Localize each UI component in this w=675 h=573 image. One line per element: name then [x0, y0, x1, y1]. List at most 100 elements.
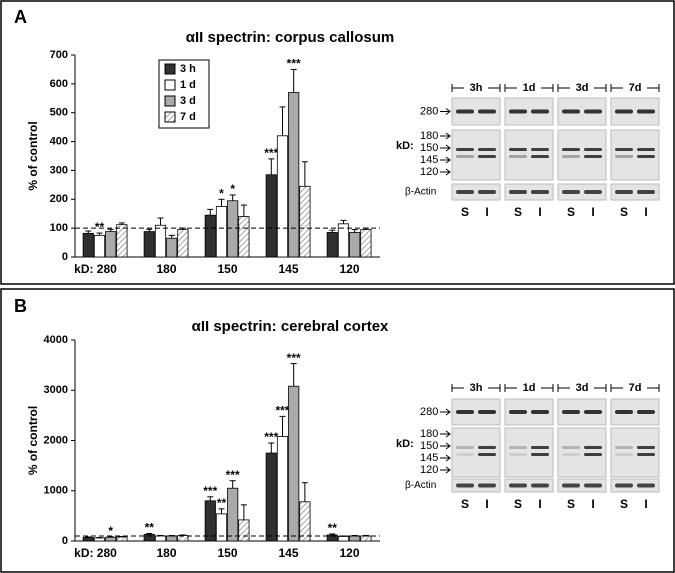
chart-title: αII spectrin: corpus callosum — [186, 29, 394, 46]
legend-label: 1 d — [180, 79, 196, 91]
significance: *** — [287, 57, 301, 71]
band — [509, 446, 527, 449]
marker-label: 180 — [420, 428, 438, 440]
timepoint-label: 7d — [629, 82, 642, 94]
bar — [154, 224, 167, 258]
band — [531, 483, 549, 488]
bar — [166, 237, 178, 258]
lane-label: I — [485, 205, 488, 219]
label-bg — [464, 81, 488, 95]
label-bg — [623, 381, 647, 395]
y-tick-label: 0 — [62, 535, 68, 547]
timepoint-label: 3d — [576, 382, 589, 394]
significance: ** — [145, 521, 155, 535]
band — [509, 190, 527, 194]
lane-label: I — [644, 497, 647, 511]
x-tick-label: 180 — [156, 546, 176, 560]
actin-label: β-Actin — [405, 480, 436, 491]
blot-strip — [504, 478, 554, 493]
lane-label: S — [461, 497, 469, 511]
label-bg — [570, 381, 594, 395]
lane-label: S — [567, 497, 575, 511]
band — [478, 446, 496, 449]
bar — [276, 436, 289, 542]
bar — [299, 185, 311, 258]
blot-strip — [451, 183, 501, 201]
bar — [143, 231, 155, 258]
marker-label: 280 — [420, 406, 438, 418]
lane-label: S — [567, 205, 575, 219]
bar — [177, 229, 189, 258]
bar — [93, 234, 106, 258]
significance: ** — [95, 220, 105, 234]
band — [562, 483, 580, 488]
y-tick-label: 400 — [50, 135, 68, 147]
band — [478, 410, 496, 414]
y-tick-label: 3000 — [44, 384, 68, 396]
y-tick-label: 700 — [50, 49, 68, 61]
band — [615, 483, 633, 488]
panel-label: B — [14, 296, 27, 316]
bar — [227, 487, 239, 542]
arrow — [440, 442, 451, 450]
bar — [204, 500, 216, 542]
band — [509, 148, 527, 151]
band — [562, 155, 580, 158]
band — [562, 190, 580, 194]
band — [584, 190, 602, 194]
band — [584, 446, 602, 449]
band — [478, 155, 496, 158]
band — [562, 410, 580, 414]
band — [615, 410, 633, 414]
band — [562, 453, 580, 456]
bar — [349, 232, 361, 258]
x-tick-label: 120 — [339, 262, 359, 276]
x-tick-label: 145 — [278, 262, 298, 276]
x-tick-label: kD: 280 — [74, 262, 117, 276]
band — [584, 109, 602, 114]
bar — [238, 519, 250, 542]
band — [509, 155, 527, 158]
blot-strip — [557, 129, 607, 181]
arrow — [440, 430, 451, 438]
bar — [326, 232, 338, 258]
bar — [360, 229, 372, 258]
blot-strip — [610, 183, 660, 201]
bar — [143, 534, 155, 542]
bar — [82, 537, 94, 542]
significance: * — [108, 524, 113, 538]
significance: * — [230, 182, 235, 196]
bar — [288, 92, 300, 258]
band — [456, 190, 474, 194]
band — [478, 190, 496, 194]
marker-label: 120 — [420, 464, 438, 476]
lane-label: I — [591, 205, 594, 219]
band — [584, 453, 602, 456]
legend-swatch — [164, 63, 176, 75]
band — [637, 155, 655, 158]
band — [637, 446, 655, 449]
bar — [276, 135, 289, 258]
kd-label: kD: — [396, 140, 414, 152]
significance: *** — [203, 484, 217, 498]
band — [456, 483, 474, 488]
arrow — [440, 408, 451, 416]
y-tick-label: 2000 — [44, 434, 68, 446]
label-bg — [517, 381, 541, 395]
label-bg — [570, 81, 594, 95]
bar — [116, 536, 128, 542]
label-bg — [517, 81, 541, 95]
panel-label: A — [14, 7, 27, 27]
bar — [337, 223, 350, 258]
y-tick-label: 300 — [50, 164, 68, 176]
band — [456, 109, 474, 114]
x-tick-label: 120 — [339, 546, 359, 560]
bar — [215, 206, 228, 258]
band — [584, 148, 602, 151]
blot-strip — [504, 427, 554, 478]
band — [509, 109, 527, 114]
marker-label: 145 — [420, 452, 438, 464]
band — [531, 453, 549, 456]
band — [637, 190, 655, 194]
